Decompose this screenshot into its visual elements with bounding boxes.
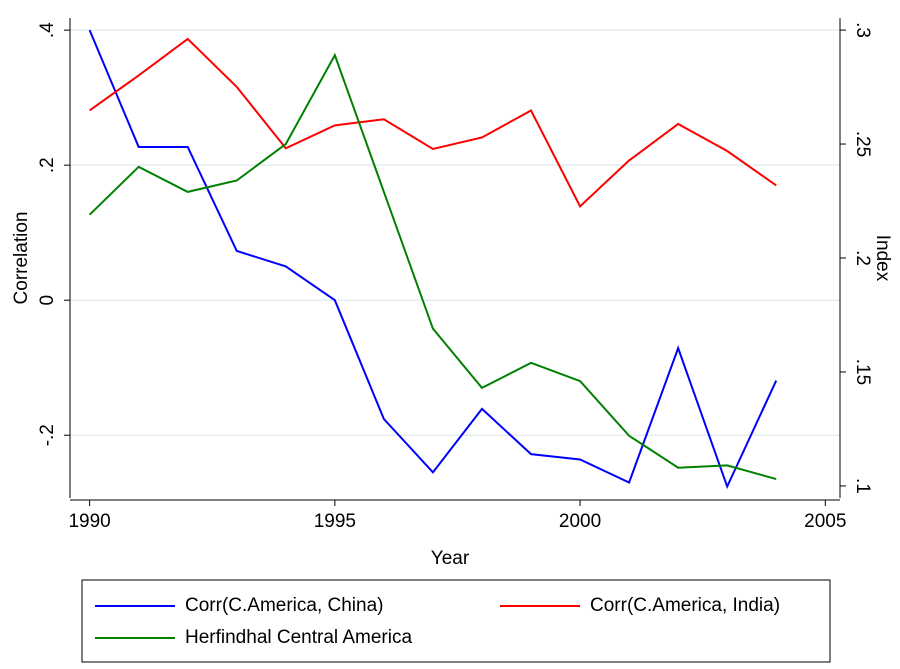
x-tick-label: 2000 [559,511,601,532]
y-tick-label: -.2 [37,424,58,446]
y-tick-label: 0 [37,295,58,306]
y2-tick-label: .15 [852,359,873,385]
y2-tick-label: .25 [852,131,873,157]
y-tick-label: .4 [37,22,58,38]
y2-tick-label: .3 [852,22,873,38]
legend-label: Corr(C.America, China) [185,595,383,616]
x-tick-label: 1990 [68,511,110,532]
x-axis-title: Year [431,548,470,569]
y-axis-title: Correlation [11,212,32,305]
legend-label: Corr(C.America, India) [590,595,780,616]
series-line [88,29,778,490]
series-line [88,52,777,481]
y2-axis-title: Index [872,235,893,282]
legend-label: Herfindhal Central America [185,627,412,648]
y-tick-label: .2 [37,157,58,173]
series-line [89,37,777,208]
y2-tick-label: .1 [852,478,873,494]
x-tick-label: 1995 [314,511,356,532]
x-tick-label: 2005 [804,511,846,532]
legend-box [81,579,831,663]
y2-tick-label: .2 [852,250,873,266]
